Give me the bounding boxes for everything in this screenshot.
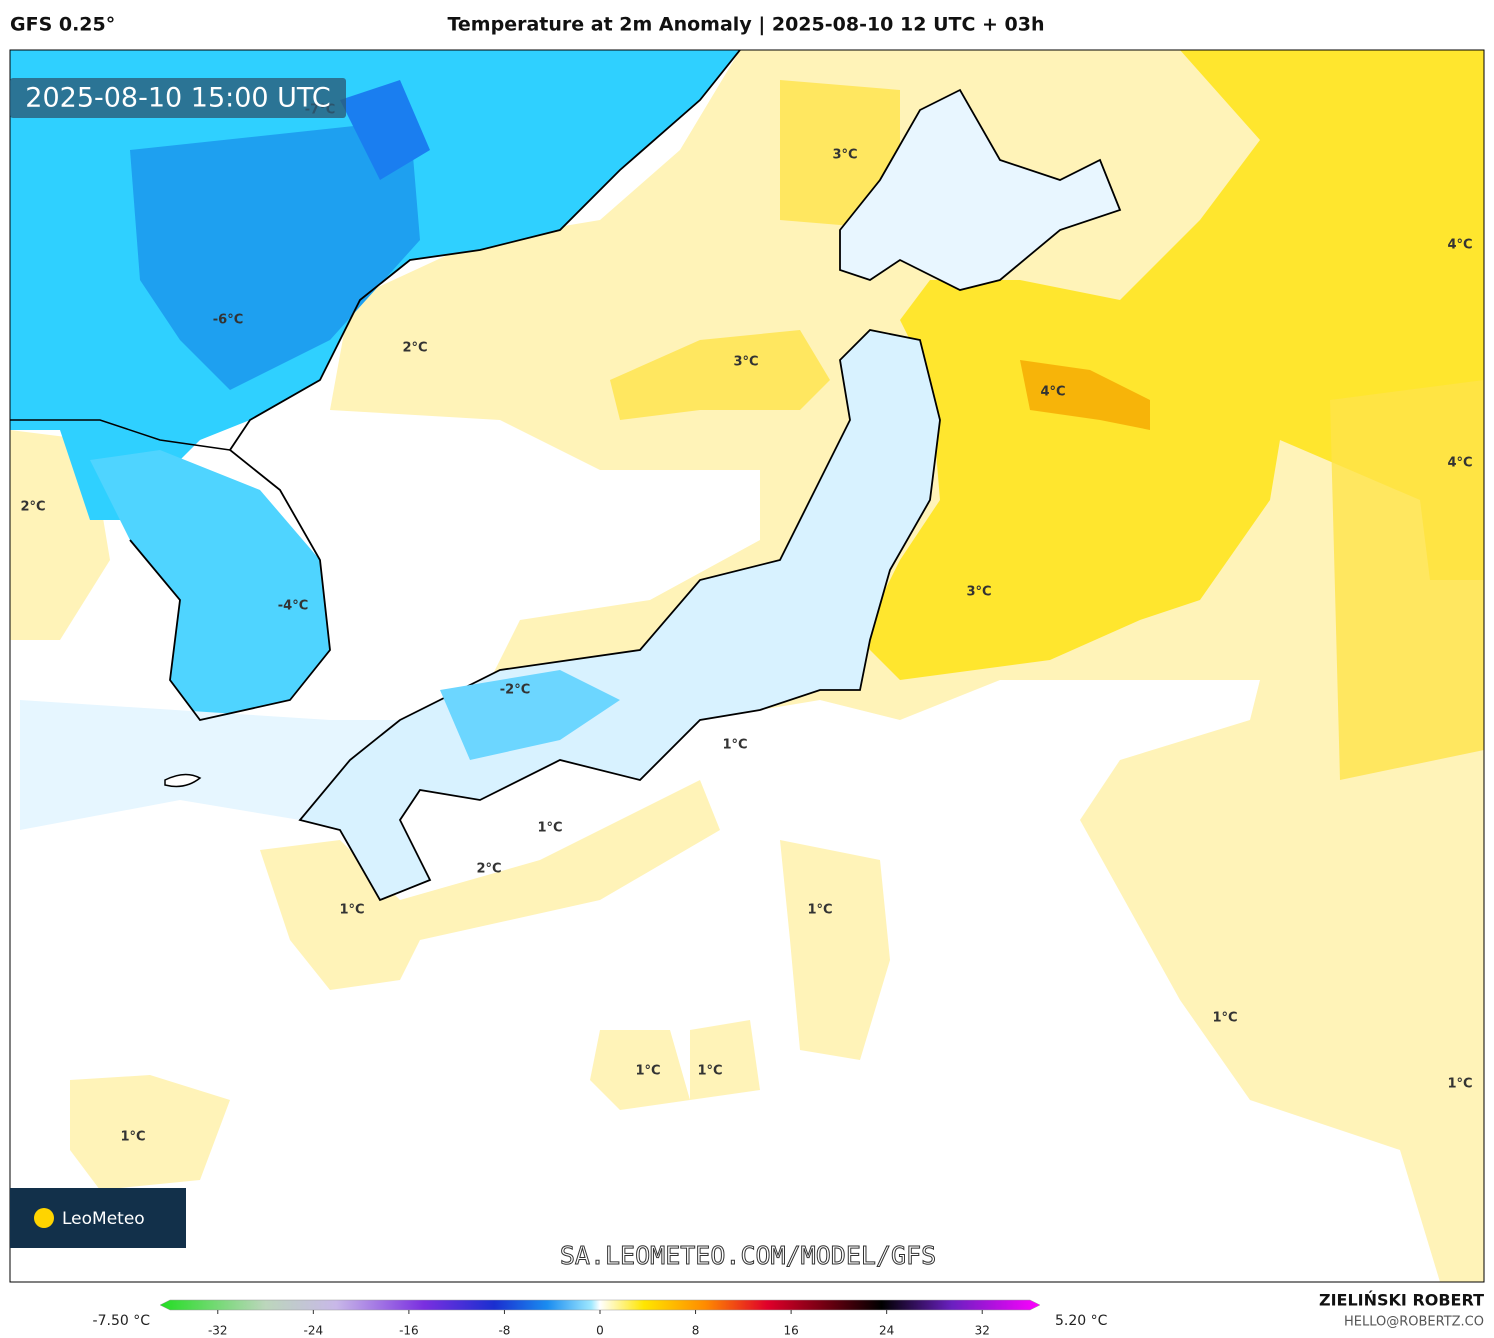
coastline	[298, 329, 941, 902]
contour-label: 1°C	[635, 1064, 660, 1079]
colorbar-tick-label: 8	[692, 1324, 700, 1338]
map	[10, 50, 1484, 1282]
contour-label: 4°C	[1040, 385, 1065, 400]
anomaly-1	[260, 780, 720, 990]
anomaly-3	[610, 330, 830, 420]
contour-label: 2°C	[476, 862, 501, 877]
contour-label: 1°C	[537, 821, 562, 836]
email: HELLO@ROBERTZ.CO	[1344, 1315, 1484, 1330]
colorbar-min: -7.50 °C	[93, 1313, 151, 1329]
contour-label: 2°C	[402, 341, 427, 356]
colorbar-tick-label: -24	[304, 1324, 324, 1338]
logo: LeoMeteo	[62, 1209, 145, 1229]
contour-label: 1°C	[120, 1130, 145, 1145]
contour-label: 1°C	[722, 738, 747, 753]
colorbar: -7.50 °C 5.20 °C -32 -24 -16 -8 0 8 16 24 32	[93, 1299, 1108, 1338]
anomaly-1	[70, 1075, 230, 1190]
anomaly-3	[1330, 380, 1484, 780]
anomaly-neg	[90, 450, 330, 720]
colorbar-tick-label: 32	[975, 1324, 990, 1338]
colorbar-max: 5.20 °C	[1055, 1313, 1108, 1329]
coastline	[839, 88, 1122, 291]
anomaly-1	[780, 840, 890, 1060]
contour-label: 1°C	[1447, 1077, 1472, 1092]
coastline	[129, 50, 741, 722]
border	[10, 419, 231, 451]
chart-title: Temperature at 2m Anomaly | 2025-08-10 1…	[447, 14, 1044, 36]
colorbar-scale	[159, 1299, 1041, 1311]
map-frame	[9, 49, 1485, 1283]
anomaly-1	[590, 1020, 760, 1110]
logo-sun	[34, 1208, 54, 1228]
colorbar-tick-label: -16	[399, 1324, 419, 1338]
contour-label: 2°C	[20, 500, 45, 515]
anomaly-neg	[340, 80, 430, 180]
contour-labels: -7°C-6°C2°C3°C3°C4°C4°C4°C2°C-4°C-2°C3°C…	[20, 103, 1472, 1145]
contour-label: 1°C	[1212, 1011, 1237, 1026]
contour-label: -2°C	[500, 683, 530, 698]
anomaly-3	[860, 50, 1484, 680]
island	[164, 773, 202, 788]
contour-label: 1°C	[339, 903, 364, 918]
author: ZIELIŃSKI ROBERT	[1319, 1291, 1484, 1310]
colorbar-tick-label: -32	[208, 1324, 228, 1338]
model-name: GFS 0.25°	[10, 14, 115, 36]
contour-label: 3°C	[832, 148, 857, 163]
contour-label: -6°C	[213, 313, 243, 328]
valid-time: 2025-08-10 15:00 UTC	[25, 83, 330, 114]
contour-label: 4°C	[1447, 238, 1472, 253]
contour-label: 1°C	[697, 1064, 722, 1079]
contour-label: 4°C	[1447, 456, 1472, 471]
contour-label: -4°C	[278, 599, 308, 614]
anomaly-neg	[130, 120, 420, 390]
colorbar-tick-label: 16	[783, 1324, 798, 1338]
anomaly-4	[1020, 360, 1150, 430]
colorbar-tick-label: 24	[879, 1324, 894, 1338]
time-box	[10, 78, 346, 118]
watermark: SA.LEOMETEO.COM/MODEL/GFS	[560, 1241, 936, 1270]
contour-label: 1°C	[807, 903, 832, 918]
colorbar-tick-label: -8	[498, 1324, 510, 1338]
contour-label: 3°C	[733, 355, 758, 370]
colorbar-tick-label: 0	[596, 1324, 604, 1338]
contour-label: 3°C	[966, 585, 991, 600]
anomaly-neg	[440, 670, 620, 760]
